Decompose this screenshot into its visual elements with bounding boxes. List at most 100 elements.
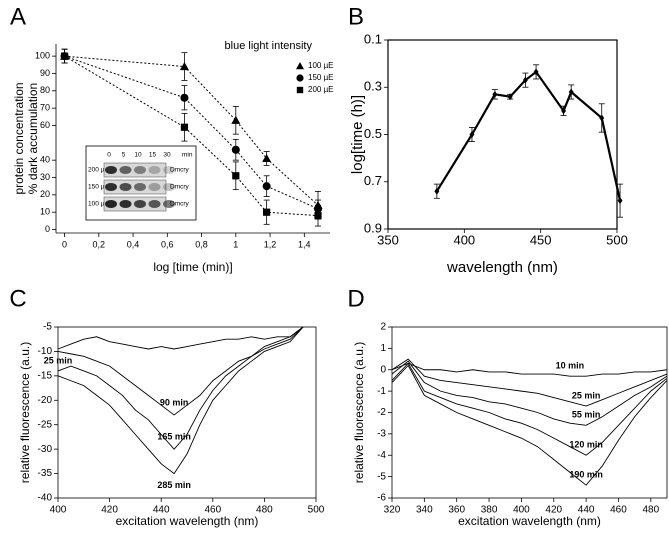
x-tick-label: 1,2 — [264, 239, 277, 249]
blot-band — [119, 166, 132, 174]
y-tick-label: 0.5 — [364, 126, 382, 141]
inset-row: 200 µE — [88, 167, 109, 174]
panel-label: D — [347, 285, 364, 312]
blot-band — [105, 200, 117, 208]
series-line — [391, 360, 668, 426]
x-tick-label: 440 — [153, 505, 170, 516]
y-tick-label: 80 — [40, 85, 50, 95]
series-line — [435, 70, 622, 201]
x-tick-label: 1 — [233, 239, 238, 249]
y-tick-label: 0.1 — [364, 31, 382, 46]
inset-protein: Dmcry — [170, 167, 190, 174]
marker-diamond — [617, 197, 623, 205]
series-line — [391, 364, 668, 486]
series-label: 55 min — [572, 410, 601, 420]
marker-square — [296, 86, 304, 94]
series-line — [391, 362, 668, 377]
fit-line — [64, 55, 319, 206]
panel-label: A — [10, 3, 26, 30]
inset-protein: Dmcry — [170, 184, 190, 191]
series-label: 120 min — [569, 440, 603, 450]
y-tick-label: -10 — [38, 346, 53, 357]
blot-band — [105, 183, 117, 191]
y-axis-label: relative fluorescence (a.u.) — [18, 342, 32, 483]
y-tick-label: 90 — [40, 68, 50, 78]
blot-band — [134, 200, 146, 208]
x-tick-label: 0,8 — [195, 239, 208, 249]
plot-frame — [57, 326, 317, 499]
x-tick-label: 1,4 — [298, 239, 311, 249]
panel-label: C — [9, 285, 26, 312]
y-tick-label: 40 — [40, 155, 50, 165]
x-tick-label: 440 — [578, 505, 595, 516]
marker-triangle — [296, 62, 304, 70]
y-tick-label: 10 — [40, 207, 50, 217]
x-tick-label: 340 — [416, 505, 433, 516]
series-label: 90 min — [160, 397, 189, 407]
y-tick-label: -25 — [38, 419, 53, 430]
panel-label: B — [348, 3, 364, 30]
series-line — [57, 326, 304, 416]
y-tick-label: 20 — [40, 189, 50, 199]
blot-band — [119, 183, 132, 191]
series-label: 25 min — [44, 355, 73, 365]
marker-diamond — [507, 93, 513, 101]
blot-band — [163, 166, 175, 174]
y-tick-label: 0.7 — [364, 173, 382, 188]
x-tick-label: 0 — [62, 239, 67, 249]
x-tick-label: 400 — [50, 505, 67, 516]
x-axis-label: excitation wavelength (nm) — [458, 514, 601, 528]
x-tick-label: 500 — [308, 505, 325, 516]
series-line — [57, 326, 304, 350]
x-tick-label: 500 — [606, 232, 628, 247]
plot-frame — [387, 39, 618, 230]
series-label: 285 min — [157, 480, 191, 490]
y-tick-label: -2 — [377, 407, 386, 418]
marker-circle — [296, 74, 304, 82]
x-tick-label: 480 — [256, 505, 273, 516]
x-axis-label: excitation wavelength (nm) — [116, 514, 259, 528]
blot-band — [148, 166, 161, 174]
y-tick-label: -20 — [38, 395, 53, 406]
blot-band — [119, 200, 132, 208]
marker-square — [232, 172, 240, 180]
marker-diamond — [599, 114, 605, 122]
marker-square — [180, 123, 189, 131]
x-tick-label: 460 — [610, 505, 627, 516]
plot-frame — [391, 326, 668, 499]
x-tick-label: 400 — [513, 505, 530, 516]
blot-band — [148, 183, 161, 191]
marker-diamond — [434, 187, 440, 195]
x-tick-label: 420 — [101, 505, 118, 516]
x-tick-label: 360 — [448, 505, 465, 516]
series-label: 10 min — [556, 361, 585, 371]
y-tick-label: 1 — [380, 343, 386, 354]
x-tick-label: 350 — [377, 232, 399, 247]
x-tick-label: 320 — [384, 505, 401, 516]
y-tick-label: -40 — [38, 493, 53, 504]
marker-square — [60, 52, 69, 60]
y-axis-label: % dark accumulation — [26, 83, 40, 194]
y-tick-label: -5 — [43, 322, 52, 333]
series-line — [57, 326, 304, 450]
fit-line — [64, 55, 319, 217]
marker-circle — [262, 182, 271, 191]
inset-column: 10 — [134, 152, 142, 159]
marker-diamond — [561, 107, 567, 115]
marker-diamond — [568, 88, 574, 96]
blot-band — [134, 183, 146, 191]
marker-circle — [231, 145, 240, 154]
x-tick-label: 460 — [204, 505, 221, 516]
y-tick-label: -6 — [377, 493, 386, 504]
blot-strip — [103, 162, 167, 178]
legend-label: 100 µE — [308, 61, 334, 70]
series-line — [57, 326, 304, 475]
inset-row: 100 µE — [88, 201, 109, 208]
x-tick-label: 420 — [545, 505, 562, 516]
y-tick-label: 0 — [380, 364, 386, 375]
x-tick-label: 480 — [642, 505, 659, 516]
series-label: 165 min — [157, 432, 191, 442]
y-tick-label: 70 — [40, 103, 50, 113]
y-tick-label: -3 — [377, 429, 386, 440]
